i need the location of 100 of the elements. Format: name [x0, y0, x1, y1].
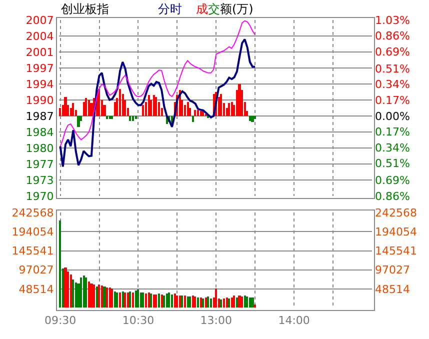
- y-tick-label: 1990: [26, 94, 54, 107]
- bar: [148, 95, 150, 116]
- y-tick-label: 194054: [12, 226, 54, 239]
- y2-tick-label: 0.86%: [375, 190, 410, 203]
- y2-tick-label: 0.51%: [375, 62, 410, 76]
- bar: [231, 102, 233, 116]
- bar: [249, 116, 251, 121]
- y-tick-label: 2007: [26, 14, 54, 27]
- y2-tick-label: 0.86%: [375, 30, 410, 43]
- bar: [109, 288, 111, 308]
- bar: [103, 286, 106, 308]
- line-series: [59, 38, 256, 168]
- bar: [67, 272, 69, 308]
- bar: [109, 116, 111, 119]
- x-tick-label: 13:00: [200, 314, 232, 328]
- bar: [246, 296, 248, 308]
- y2-tick-label: 145541: [375, 244, 417, 258]
- y2-tick-label: 194054: [375, 226, 417, 239]
- bar: [244, 296, 246, 308]
- bar: [83, 276, 85, 308]
- y-tick-label: 1994: [26, 78, 54, 91]
- bar: [135, 116, 137, 119]
- bar: [197, 110, 199, 116]
- bar: [119, 89, 121, 116]
- y-tick-label: 1997: [26, 62, 54, 75]
- bar: [231, 298, 233, 308]
- bar: [64, 97, 67, 116]
- bar: [187, 296, 189, 308]
- y2-tick-label: 97027: [375, 264, 410, 277]
- y-tick-label: 1984: [26, 126, 54, 139]
- bar: [132, 116, 134, 121]
- bar: [106, 116, 108, 119]
- bar: [111, 288, 113, 308]
- y-tick-label: 1987: [26, 110, 54, 123]
- bar: [200, 111, 202, 116]
- bar: [88, 100, 90, 116]
- y-tick-label: 48514: [18, 282, 54, 296]
- y-tick-label: 1977: [26, 158, 54, 171]
- y2-tick-label: 0.00%: [375, 110, 410, 123]
- x-tick-label: 09:30: [44, 314, 76, 328]
- bar: [184, 296, 186, 308]
- bar: [80, 278, 82, 308]
- bar: [101, 286, 103, 308]
- y-tick-label: 1970: [26, 190, 54, 203]
- bar: [192, 296, 194, 308]
- bar: [64, 268, 67, 308]
- bar: [132, 292, 134, 308]
- bar: [114, 102, 116, 116]
- bar: [88, 282, 90, 308]
- y-tick-label: 242568: [12, 206, 54, 220]
- bar: [153, 294, 155, 308]
- bar: [140, 292, 142, 308]
- y-tick-label: 97027: [18, 264, 54, 277]
- bar: [236, 298, 238, 308]
- line-series: [60, 20, 256, 147]
- bar: [70, 274, 72, 308]
- bar: [155, 97, 157, 116]
- y-tick-label: 145541: [12, 244, 54, 258]
- bar: [220, 94, 222, 116]
- bar: [114, 292, 116, 308]
- bar: [192, 116, 194, 122]
- y2-tick-label: 0.34%: [375, 141, 410, 154]
- y2-tick-label: 0.69%: [375, 46, 410, 59]
- bar: [59, 108, 61, 116]
- bar: [129, 116, 131, 121]
- bar: [171, 294, 173, 308]
- bar: [194, 110, 196, 116]
- bar: [187, 102, 189, 116]
- bar: [189, 296, 191, 308]
- y2-tick-label: 0.17%: [375, 126, 410, 139]
- bar: [197, 298, 199, 308]
- y2-tick-label: 0.17%: [375, 94, 410, 107]
- bar: [254, 116, 256, 119]
- y2-tick-label: 0.69%: [375, 174, 410, 187]
- bar: [137, 290, 139, 308]
- text: 成交额(万): [196, 2, 254, 16]
- bar: [85, 278, 87, 308]
- bar: [142, 105, 144, 116]
- bar: [228, 103, 230, 116]
- bar: [72, 103, 74, 116]
- y-tick-label: 2001: [26, 46, 54, 59]
- bar: [75, 282, 77, 308]
- bar: [145, 294, 147, 308]
- chart-title: 创业板指: [61, 2, 109, 16]
- bar: [176, 296, 178, 308]
- bar: [223, 298, 225, 308]
- bar: [249, 298, 251, 308]
- y2-tick-label: 0.51%: [375, 157, 410, 170]
- bar: [174, 294, 176, 308]
- bar: [158, 294, 160, 308]
- y2-tick-label: 0.34%: [375, 78, 410, 92]
- y2-tick-label: 242568: [375, 206, 417, 220]
- bar: [119, 292, 121, 308]
- bar: [238, 296, 241, 308]
- y-tick-label: 2004: [26, 30, 54, 43]
- bar: [194, 296, 196, 308]
- bar: [111, 116, 113, 119]
- y2-tick-label: 1.03%: [375, 14, 410, 27]
- y2-tick-label: 48514: [375, 282, 410, 296]
- bar: [83, 102, 85, 116]
